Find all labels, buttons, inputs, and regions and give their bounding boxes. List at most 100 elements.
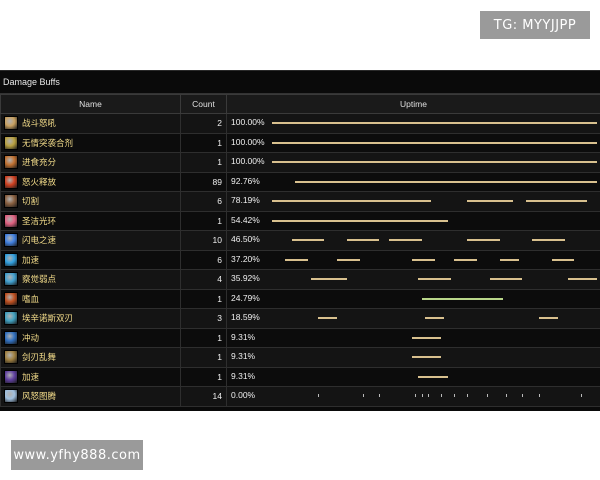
rage-icon: [4, 174, 18, 189]
uptime-tick: [454, 394, 455, 397]
buff-name[interactable]: 冲动: [22, 332, 40, 343]
name-cell: 怒火释放: [0, 171, 181, 192]
uptime-tick: [580, 394, 582, 397]
uptime-segment: [389, 239, 422, 241]
table-row[interactable]: 剑刃乱舞 1 9.31%: [0, 347, 600, 368]
uptime-tick: [441, 394, 442, 397]
table-row[interactable]: 加速 6 37.20%: [0, 249, 600, 270]
panel-title: Damage Buffs: [0, 71, 600, 94]
column-header-uptime[interactable]: Uptime: [226, 94, 600, 114]
column-header-name[interactable]: Name: [0, 94, 181, 114]
buff-count: 1: [180, 152, 227, 173]
watermark-bottom: www.yfhy888.com: [11, 440, 143, 470]
buff-count: 1: [180, 210, 227, 231]
uptime-cell: 100.00%: [226, 113, 600, 134]
name-cell: 闪电之速: [0, 230, 181, 251]
buff-count: 6: [180, 191, 227, 212]
uptime-segment: [285, 258, 308, 261]
uptime-tick: [506, 394, 507, 397]
uptime-timeline: [272, 309, 597, 328]
buff-count: 89: [180, 171, 227, 192]
uptime-segment: [567, 278, 597, 280]
uptime-segment: [525, 200, 588, 202]
uptime-segment: [272, 161, 597, 163]
uptime-segment: [346, 239, 380, 241]
buff-name[interactable]: 加速: [22, 254, 40, 265]
buff-count: 14: [180, 386, 227, 407]
name-cell: 加速: [0, 366, 181, 387]
uptime-percent: 35.92%: [231, 273, 260, 283]
uptime-segment: [467, 239, 500, 241]
buff-count: 10: [180, 230, 227, 251]
uptime-percent: 46.50%: [231, 234, 260, 244]
table-row[interactable]: 闪电之速 10 46.50%: [0, 230, 600, 251]
blade-flurry-icon: [4, 350, 18, 365]
buff-count: 6: [180, 249, 227, 270]
table-row[interactable]: 战斗怒吼 2 100.00%: [0, 113, 600, 134]
uptime-percent: 100.00%: [231, 117, 265, 127]
name-cell: 圣洁光环: [0, 210, 181, 231]
uptime-percent: 24.79%: [231, 292, 260, 303]
table-row[interactable]: 怒火释放 89 92.76%: [0, 171, 600, 192]
buff-name[interactable]: 闪电之速: [22, 235, 57, 246]
name-cell: 察觉弱点: [0, 269, 181, 290]
uptime-tick: [421, 394, 423, 397]
uptime-cell: 100.00%: [226, 132, 600, 153]
buff-name[interactable]: 埃辛诺斯双刃: [22, 313, 74, 324]
buff-name[interactable]: 剑刃乱舞: [22, 352, 57, 363]
uptime-timeline: [272, 134, 597, 153]
watermark-top: TG: MYYJJPP: [480, 11, 590, 39]
buff-name[interactable]: 风怒图腾: [22, 391, 57, 402]
table-row[interactable]: 圣洁光环 1 54.42%: [0, 210, 600, 231]
column-header-count[interactable]: Count: [180, 94, 227, 114]
buff-name[interactable]: 圣洁光环: [22, 215, 57, 226]
uptime-segment: [551, 258, 575, 261]
uptime-segment: [418, 278, 451, 280]
buff-name[interactable]: 进食充分: [22, 157, 57, 168]
uptime-timeline: [272, 114, 597, 133]
uptime-segment: [272, 141, 597, 144]
table-row[interactable]: 埃辛诺斯双刃 3 18.59%: [0, 308, 600, 329]
uptime-segment: [411, 356, 441, 358]
uptime-timeline: [272, 173, 597, 192]
uptime-timeline: [272, 231, 597, 250]
table-row[interactable]: 嗜血 1 24.79%: [0, 288, 600, 309]
uptime-segment: [272, 219, 448, 222]
table-row[interactable]: 进食充分 1 100.00%: [0, 152, 600, 173]
uptime-segment: [291, 239, 324, 241]
uptime-segment: [421, 297, 503, 300]
header-row: Name Count Uptime: [0, 94, 600, 114]
buff-name[interactable]: 怒火释放: [22, 176, 57, 187]
bloodlust-icon: [4, 291, 18, 306]
uptime-segment: [489, 278, 523, 280]
uptime-tick: [428, 394, 429, 397]
buff-name[interactable]: 无情突袭合剂: [22, 137, 74, 148]
holy-aura-icon: [4, 213, 18, 228]
uptime-tick: [522, 394, 524, 397]
uptime-percent: 92.76%: [231, 175, 260, 186]
buff-count: 1: [180, 288, 227, 309]
uptime-segment: [272, 122, 597, 124]
buff-name[interactable]: 加速: [22, 371, 40, 382]
haste-icon: [4, 369, 18, 384]
table-row[interactable]: 加速 1 9.31%: [0, 366, 600, 387]
uptime-tick: [317, 394, 319, 397]
uptime-percent: 9.31%: [231, 351, 256, 361]
name-cell: 冲动: [0, 327, 181, 348]
table-row[interactable]: 切割 6 78.19%: [0, 191, 600, 212]
table-row[interactable]: 冲动 1 9.31%: [0, 327, 600, 348]
uptime-percent: 9.31%: [231, 331, 256, 342]
table-row[interactable]: 察觉弱点 4 35.92%: [0, 269, 600, 290]
table-row[interactable]: 风怒图腾 14 0.00%: [0, 386, 600, 407]
buff-name[interactable]: 切割: [22, 196, 40, 207]
uptime-tick: [486, 394, 488, 397]
slice-icon: [4, 194, 18, 209]
uptime-timeline: [272, 348, 597, 367]
buff-name[interactable]: 察觉弱点: [22, 274, 57, 285]
name-cell: 加速: [0, 249, 181, 270]
uptime-percent: 9.31%: [231, 370, 256, 381]
buff-name[interactable]: 嗜血: [22, 293, 40, 304]
buff-name[interactable]: 战斗怒吼: [22, 118, 57, 129]
buff-table-body: 战斗怒吼 2 100.00% 无情突袭合剂 1 100.00% 进食充分 1 100.00% 怒火…: [0, 113, 600, 407]
table-row[interactable]: 无情突袭合剂 1 100.00%: [0, 132, 600, 153]
